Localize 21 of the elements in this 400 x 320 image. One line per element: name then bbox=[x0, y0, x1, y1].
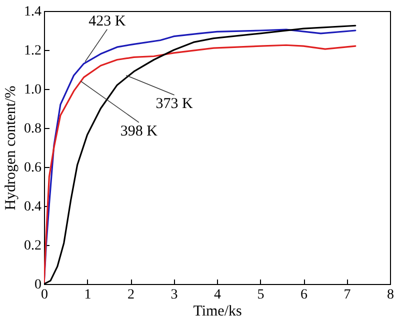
x-axis-title: Time/ks bbox=[193, 304, 242, 320]
x-tick-label: 5 bbox=[257, 288, 264, 302]
y-tick-label: 0.2 bbox=[24, 238, 42, 254]
y-tick-label: 1.4 bbox=[24, 4, 42, 20]
y-tick-label: 0.8 bbox=[24, 122, 42, 136]
y-tick-label: 0 bbox=[34, 278, 42, 292]
x-tick-label: 8 bbox=[387, 288, 394, 302]
x-tick-label: 2 bbox=[128, 288, 134, 302]
x-tick-label: 1 bbox=[84, 288, 92, 302]
y-axis-title: Hydrogen content/% bbox=[3, 86, 19, 210]
annotation: 398 K bbox=[120, 123, 158, 140]
x-tick-label: 7 bbox=[344, 288, 351, 302]
y-tick-label: 0.6 bbox=[24, 160, 42, 176]
x-tick-label: 6 bbox=[300, 288, 308, 302]
annotation: 423 K bbox=[88, 13, 126, 30]
y-tick-label: 1.0 bbox=[24, 82, 42, 98]
x-tick-label: 4 bbox=[214, 288, 221, 302]
y-tick-label: 0.4 bbox=[24, 200, 42, 214]
y-tick-label: 1.2 bbox=[24, 44, 42, 58]
annotation: 373 K bbox=[156, 96, 194, 112]
x-tick-label: 3 bbox=[170, 288, 178, 302]
